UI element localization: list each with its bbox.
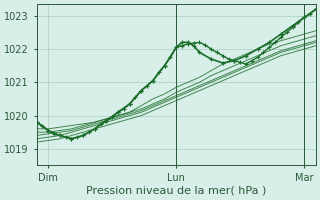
- X-axis label: Pression niveau de la mer( hPa ): Pression niveau de la mer( hPa ): [86, 186, 266, 196]
